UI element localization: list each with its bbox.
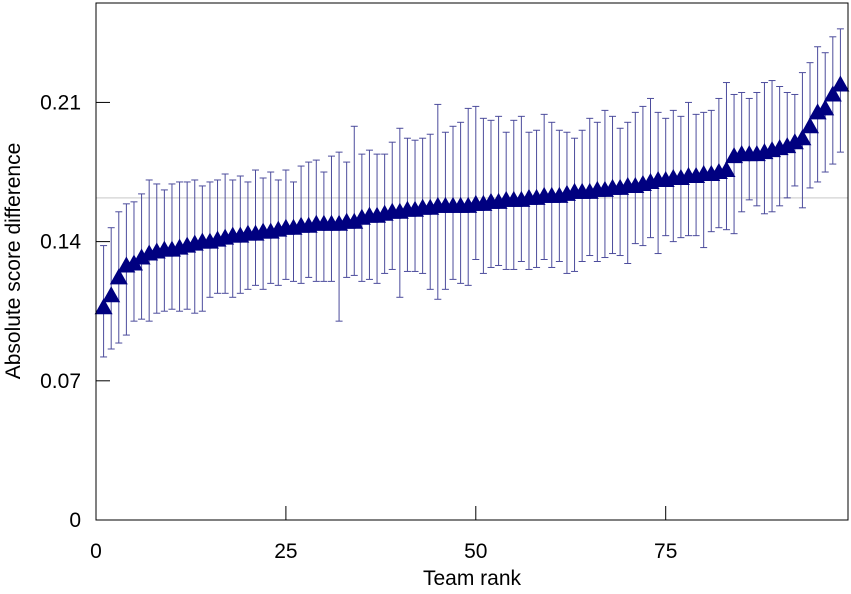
data-point: [793, 129, 812, 146]
y-axis-title: Absolute score difference: [2, 143, 25, 380]
plot-frame: [95, 2, 849, 521]
y-axis-ticks: 0 0.07 0.14 0.21: [40, 91, 110, 532]
error-bar: [730, 93, 738, 235]
x-tick-label: 75: [654, 540, 677, 563]
y-tick-label: 0.14: [40, 231, 81, 254]
error-bar: [472, 105, 480, 261]
x-tick-label: 50: [464, 540, 487, 563]
x-axis-title: Team rank: [423, 567, 522, 589]
error-bar: [517, 115, 525, 262]
error-bar: [335, 151, 343, 322]
error-bar: [350, 125, 358, 276]
data-point: [816, 99, 835, 116]
y-tick-label: 0.21: [40, 91, 81, 114]
error-bar: [571, 137, 579, 272]
error-bar: [495, 115, 503, 266]
y-tick-label: 0.07: [40, 370, 81, 393]
data-point: [102, 286, 121, 303]
data-point: [831, 75, 850, 92]
data-point: [109, 268, 128, 285]
data-point: [717, 161, 736, 178]
x-tick-label: 25: [274, 540, 297, 563]
data-points: [94, 75, 850, 315]
y-tick-label: 0: [69, 509, 81, 532]
error-bars: [100, 28, 844, 358]
data-point: [823, 85, 842, 102]
x-axis-ticks: 0 25 50 75: [90, 506, 677, 563]
data-point: [801, 117, 820, 134]
error-bar: [722, 82, 730, 231]
x-tick-label: 0: [90, 540, 102, 563]
data-point: [94, 298, 113, 315]
error-bar: [647, 97, 655, 239]
